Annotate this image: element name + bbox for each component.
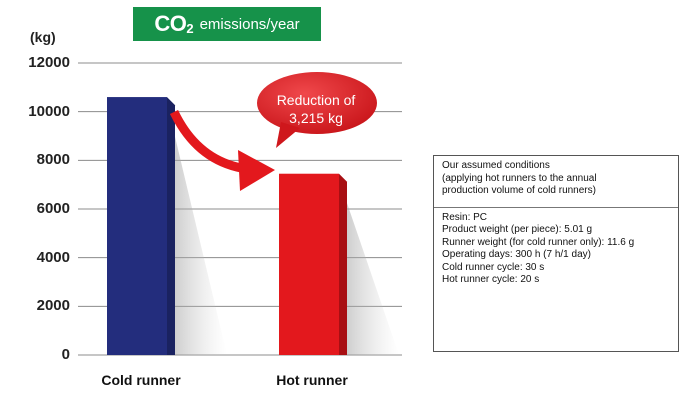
condition-product-weight: Product weight (per piece): 5.01 g (442, 224, 593, 235)
x-tick-label-hot-runner: Hot runner (276, 372, 348, 388)
reduction-annotation: Reduction of 3,215 kg (256, 91, 376, 127)
title-co: CO (154, 11, 187, 36)
y-tick-label-0: 0 (61, 346, 70, 363)
condition-operating-days: Operating days: 300 h (7 h/1 day) (442, 249, 591, 260)
bar-side-1 (339, 173, 347, 355)
y-tick-label-4000: 4000 (36, 248, 70, 266)
y-tick-label-6000: 6000 (36, 200, 70, 217)
conditions-heading-2: (applying hot runners to the annual (442, 172, 597, 184)
chart-title: CO 2 emissions/year (133, 7, 321, 41)
reduction-arrow (169, 110, 248, 174)
assumed-conditions-box: Our assumed conditions (applying hot run… (433, 155, 679, 352)
y-axis-unit: (kg) (30, 29, 56, 45)
bar-side-0 (167, 97, 175, 356)
condition-runner-weight: Runner weight (for cold runner only): 11… (442, 236, 635, 248)
y-tick-label-12000: 12000 (28, 54, 70, 71)
condition-hot-cycle: Hot runner cycle: 20 s (442, 274, 540, 285)
reduction-bubble (257, 72, 377, 134)
y-tick-label-2000: 2000 (36, 297, 70, 315)
reduction-arrow-head (238, 150, 275, 191)
bar-hot-runner (279, 173, 339, 355)
title-rest: emissions/year (199, 15, 300, 33)
bar-cold-runner (107, 97, 167, 356)
conditions-heading-1: Our assumed conditions (442, 160, 550, 171)
conditions-heading-3: production volume of cold runners) (442, 185, 596, 196)
x-tick-label-cold-runner: Cold runner (101, 372, 181, 388)
y-tick-label-10000: 10000 (28, 102, 70, 120)
bar-shadow-1 (339, 179, 399, 355)
reduction-line-1: Reduction of (276, 92, 356, 108)
bar-shadow-0 (167, 103, 227, 355)
reduction-bubble-tail (276, 122, 300, 148)
reduction-line-2: 3,215 kg (289, 110, 343, 126)
condition-cold-cycle: Cold runner cycle: 30 s (442, 261, 545, 273)
y-tick-label-8000: 8000 (36, 151, 70, 169)
title-subscript: 2 (186, 20, 194, 36)
condition-resin: Resin: PC (442, 211, 488, 223)
conditions-divider (434, 206, 678, 208)
